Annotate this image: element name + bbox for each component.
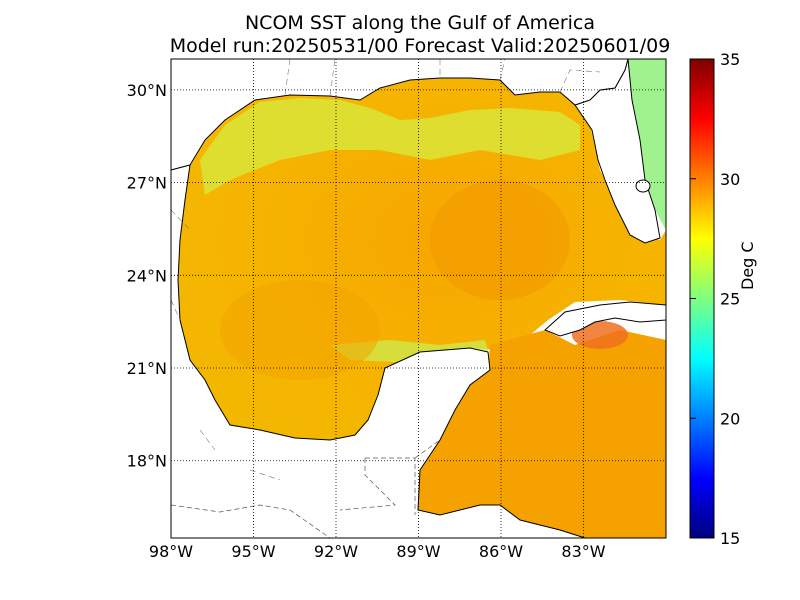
sea-surface-field bbox=[171, 59, 666, 538]
longitude-tick-label: 92°W bbox=[314, 542, 358, 561]
colorbar-tick-label: 20 bbox=[720, 409, 740, 428]
florida-east-cool-water bbox=[628, 59, 666, 230]
latitude-tick-label: 30°N bbox=[127, 81, 167, 100]
longitude-tick-label: 83°W bbox=[561, 542, 605, 561]
colorbar-tick-label: 15 bbox=[720, 529, 740, 548]
longitude-tick-label: 95°W bbox=[231, 542, 275, 561]
country-borders bbox=[171, 439, 441, 538]
graticule bbox=[171, 59, 666, 538]
colorbar-tick-label: 30 bbox=[720, 170, 740, 189]
longitude-tick-label: 98°W bbox=[149, 542, 193, 561]
caribbean-water bbox=[418, 330, 666, 538]
colorbar-ticks: 35 30 25 20 15 bbox=[690, 50, 740, 548]
map-title: NCOM SST along the Gulf of America bbox=[244, 12, 596, 34]
longitude-tick-label: 89°W bbox=[396, 542, 440, 561]
plot-frame bbox=[170, 58, 667, 539]
northern-shelf-cool-water bbox=[200, 98, 580, 195]
latitude-tick-label: 21°N bbox=[127, 359, 167, 378]
loop-current-warm-region bbox=[430, 180, 570, 300]
colorbar-label: Deg C bbox=[738, 241, 757, 290]
latitude-tick-label: 27°N bbox=[127, 174, 167, 193]
cuba-landmass bbox=[544, 301, 666, 337]
longitude-axis: 98°W 95°W 92°W 89°W 86°W 83°W bbox=[149, 542, 606, 561]
longitude-tick-label: 86°W bbox=[479, 542, 523, 561]
state-borders bbox=[171, 59, 601, 481]
latitude-tick-label: 24°N bbox=[127, 266, 167, 285]
colorbar-tick-label: 35 bbox=[720, 50, 740, 69]
campeche-warm-region bbox=[220, 280, 380, 380]
colorbar-tick-label: 25 bbox=[720, 290, 740, 309]
lake-okeechobee bbox=[635, 179, 651, 193]
mexico-landmass bbox=[171, 164, 586, 538]
map-subtitle: Model run:20250531/00 Forecast Valid:202… bbox=[169, 35, 671, 57]
warm-core-south-cuba bbox=[572, 321, 628, 349]
us-landmass bbox=[171, 59, 629, 171]
latitude-axis: 30°N 27°N 24°N 21°N 18°N bbox=[127, 81, 167, 471]
latitude-tick-label: 18°N bbox=[127, 452, 167, 471]
